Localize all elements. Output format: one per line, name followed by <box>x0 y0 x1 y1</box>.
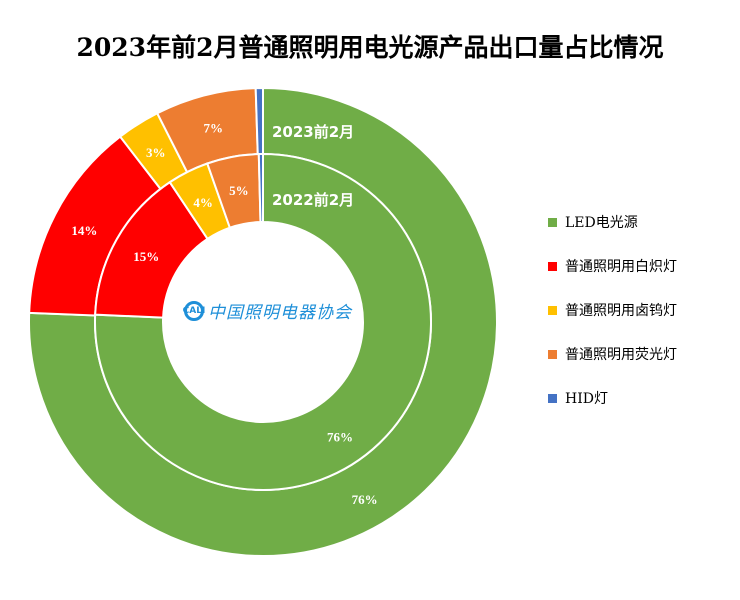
legend-label: 普通照明用荧光灯 <box>565 347 677 363</box>
legend-swatch <box>548 217 557 227</box>
cali-logo-icon: CALI <box>183 300 205 321</box>
outer-slice-4 <box>254 86 264 156</box>
chart-title: 2023年前2月普通照明用电光源产品出口量占比情况 <box>76 33 664 62</box>
outer-data-label-3: 7% <box>204 120 224 135</box>
legend-item: HID灯 <box>548 388 608 408</box>
legend-label: 普通照明用白炽灯 <box>565 259 677 275</box>
inner-slice-4 <box>257 152 264 224</box>
inner-data-label-1: 15% <box>133 249 159 264</box>
legend-swatch <box>548 261 557 271</box>
legend-label: HID灯 <box>565 391 608 407</box>
legend-label: LED电光源 <box>565 215 638 231</box>
association-logo: CALI 中国照明电器协会 <box>183 298 352 323</box>
legend-item: LED电光源 <box>548 212 638 232</box>
logo-text: 中国照明电器协会 <box>208 303 352 323</box>
outer-ring-series-name: 2023前2月 <box>272 123 354 141</box>
legend-item: 普通照明用荧光灯 <box>548 344 677 364</box>
legend-item: 普通照明用白炽灯 <box>548 256 677 276</box>
inner-data-label-2: 4% <box>193 195 213 210</box>
inner-slice-0 <box>94 152 432 491</box>
legend-item: 普通照明用卤钨灯 <box>548 300 677 320</box>
outer-data-label-0: 76% <box>352 492 378 507</box>
inner-data-label-0: 76% <box>327 430 353 445</box>
legend-swatch <box>548 349 557 359</box>
legend-swatch <box>548 393 557 403</box>
legend-label: 普通照明用卤钨灯 <box>565 303 677 319</box>
inner-ring-series-name: 2022前2月 <box>272 191 354 209</box>
legend-swatch <box>548 305 557 315</box>
inner-data-label-3: 5% <box>229 183 249 198</box>
outer-data-label-2: 3% <box>146 145 166 160</box>
outer-data-label-1: 14% <box>71 223 97 238</box>
